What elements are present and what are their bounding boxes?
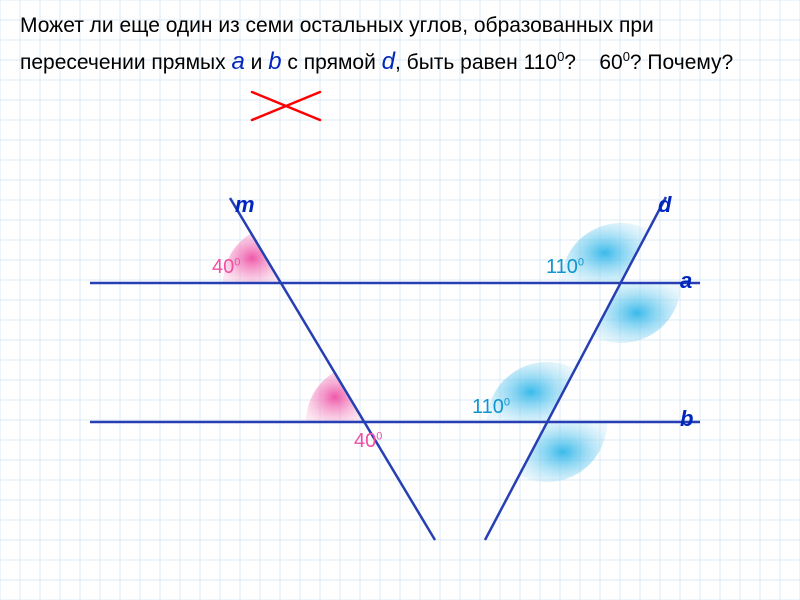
label-m: m: [235, 192, 255, 218]
q-sup2: 0: [623, 49, 630, 64]
geometry-diagram: [0, 0, 800, 600]
q-gap: 60: [576, 51, 623, 74]
angle-label-mb: 400: [354, 430, 382, 453]
page: Может ли еще один из семи остальных угло…: [0, 0, 800, 600]
label-d-text: d: [658, 192, 671, 217]
angle-ma-sup: 0: [234, 256, 240, 268]
q-tail2: ? Почему?: [630, 51, 733, 74]
angle-ma-val: 40: [212, 256, 234, 278]
angle-db-sup: 0: [504, 396, 510, 408]
angle-mb-val: 40: [354, 430, 376, 452]
q-and: и: [245, 51, 268, 74]
angle-da-sup: 0: [578, 256, 584, 268]
label-b-text: b: [680, 406, 693, 431]
question-text: Может ли еще один из семи остальных угло…: [20, 10, 780, 80]
cross-out-icon: [250, 90, 322, 122]
angle-label-ma: 400: [212, 256, 240, 279]
q-b: b: [268, 48, 281, 75]
label-d: d: [658, 192, 671, 218]
q-d: d: [382, 48, 395, 75]
q-a: a: [231, 48, 244, 75]
label-a-text: a: [680, 268, 692, 293]
angle-label-db: 1100: [472, 396, 510, 419]
angle-db-val: 110: [472, 396, 504, 418]
label-b: b: [680, 406, 693, 432]
angle-mb-sup: 0: [376, 430, 382, 442]
angle-label-da: 1100: [546, 256, 584, 279]
angle-da-val: 110: [546, 256, 578, 278]
label-m-text: m: [235, 192, 255, 217]
q-part2: с прямой: [282, 51, 382, 74]
q-part3: , быть равен 110: [395, 51, 557, 74]
q-tail1: ?: [564, 51, 576, 74]
label-a: a: [680, 268, 692, 294]
